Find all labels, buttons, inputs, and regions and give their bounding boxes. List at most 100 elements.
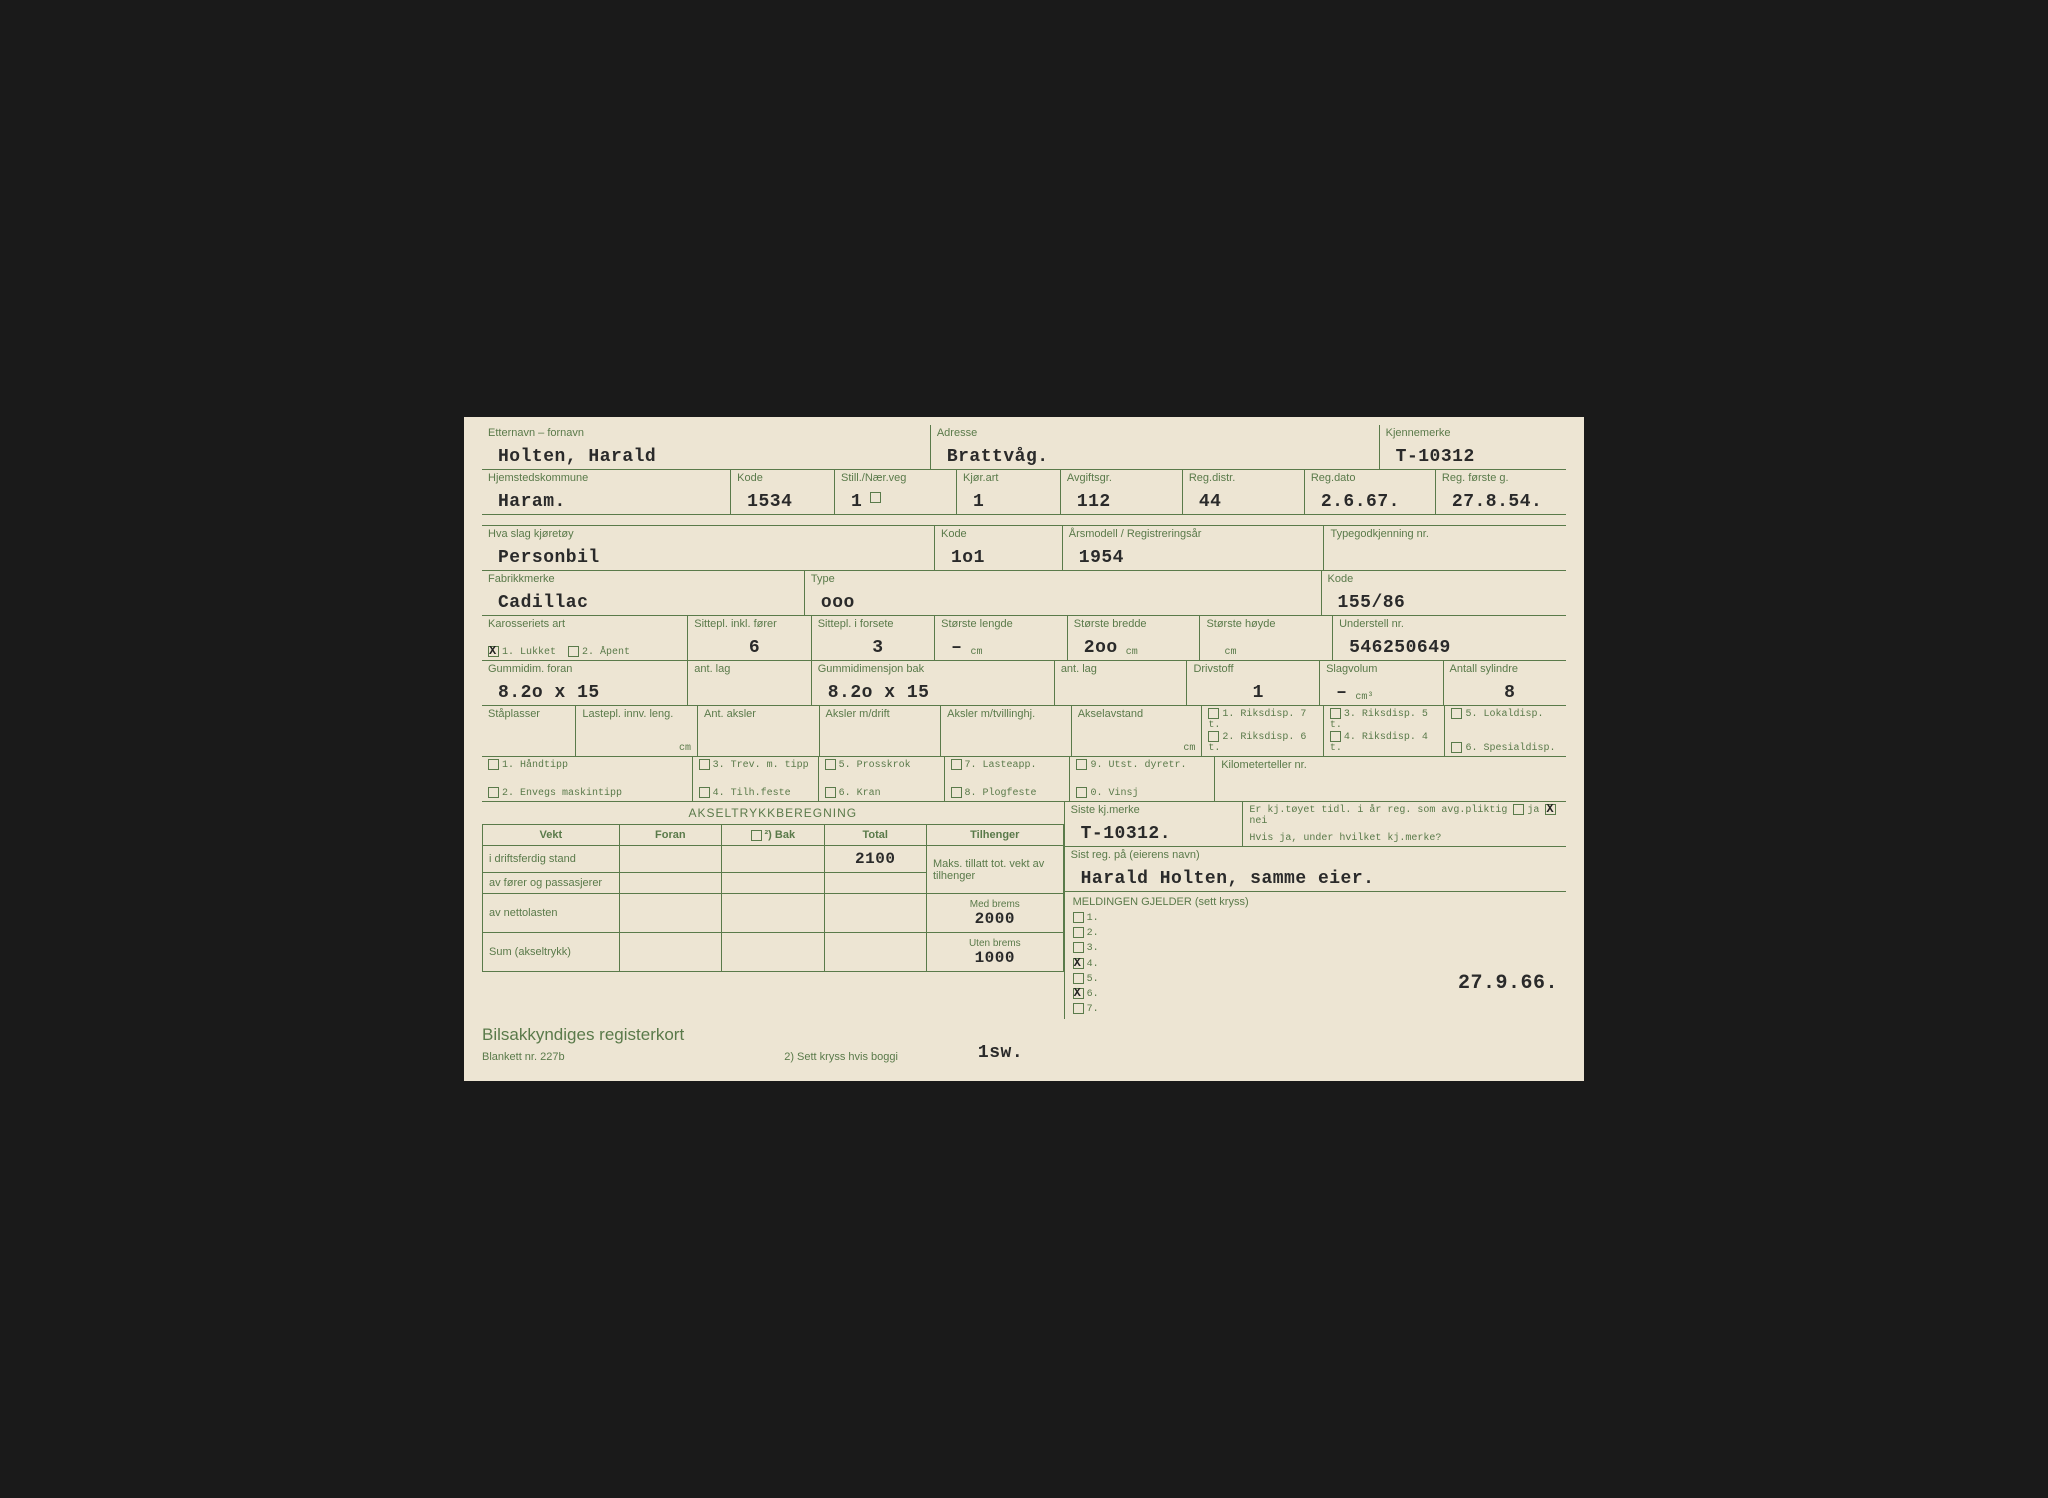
r3-label: av nettolasten [483, 894, 620, 933]
eq2-checkbox [488, 787, 499, 798]
regdistr-label: Reg.distr. [1189, 472, 1298, 484]
m3-checkbox [1073, 942, 1084, 953]
karosseri-label: Karosseriets art [488, 618, 681, 630]
m2-label: 2. [1087, 928, 1099, 939]
bredde-label: Største bredde [1074, 618, 1194, 630]
eq5-checkbox [825, 759, 836, 770]
disp6-label: 6. Spesialdisp. [1465, 743, 1555, 754]
nei-label: nei [1249, 816, 1267, 827]
row-vehicle-type: Hva slag kjøretøy Personbil Kode 1o1 Års… [482, 525, 1566, 571]
drivstoff-value: 1 [1243, 683, 1264, 703]
mark-value: T-10312 [1386, 447, 1475, 467]
sylindre-value: 8 [1494, 683, 1515, 703]
siste-label: Siste kj.merke [1071, 804, 1237, 816]
disp6-checkbox [1451, 742, 1462, 753]
disp4-checkbox [1330, 731, 1341, 742]
typekode-label: Kode [1328, 573, 1560, 585]
row-make: Fabrikkmerke Cadillac Type ooo Kode 155/… [482, 571, 1566, 616]
arsmodell-value: 1954 [1069, 548, 1124, 568]
still-label: Still./Nær.veg [841, 472, 950, 484]
right-date: 27.9.66. [1458, 972, 1558, 995]
header-row: Etternavn – fornavn Holten, Harald Adres… [482, 425, 1566, 470]
disp2-label: 2. Riksdisp. 6 t. [1208, 732, 1306, 754]
regforste-label: Reg. første g. [1442, 472, 1560, 484]
regforste-value: 27.8.54. [1442, 492, 1542, 512]
row-tires: Gummidim. foran 8.2o x 15 ant. lag Gummi… [482, 661, 1566, 706]
aksel-row-3: av nettolasten Med brems2000 [483, 894, 1064, 933]
m1-checkbox [1073, 912, 1084, 923]
kode-value: 1534 [737, 492, 792, 512]
aksel-row-1: i driftsferdig stand 2100 Maks. tillatt … [483, 846, 1064, 873]
address-label: Adresse [937, 427, 1373, 439]
row-equipment: 1. Håndtipp 2. Envegs maskintipp 3. Trev… [482, 757, 1566, 802]
kjorart-label: Kjør.art [963, 472, 1054, 484]
disp3-checkbox [1330, 708, 1341, 719]
antaksler-label: Ant. aksler [704, 708, 813, 720]
eq4-label: 4. Tilh.feste [713, 788, 791, 799]
sittepl-label: Sittepl. inkl. fører [694, 618, 804, 630]
name-label: Etternavn – fornavn [488, 427, 924, 439]
typegodk-label: Typegodkjenning nr. [1330, 528, 1560, 540]
name-value: Holten, Harald [488, 447, 656, 467]
footer-blankett: Blankett nr. 227b [482, 1051, 684, 1063]
disp3-label: 3. Riksdisp. 5 t. [1330, 709, 1428, 731]
r4-label: Sum (akseltrykk) [483, 933, 620, 972]
slagkode-label: Kode [941, 528, 1056, 540]
bak-checkbox [751, 830, 762, 841]
lukket-label: 1. Lukket [502, 647, 556, 658]
slag-label: Hva slag kjøretøy [488, 528, 928, 540]
eq0-checkbox [1076, 787, 1087, 798]
mark-label: Kjennemerke [1386, 427, 1560, 439]
eq4-checkbox [699, 787, 710, 798]
disp5-checkbox [1451, 708, 1462, 719]
utenbrems-label: Uten brems [969, 938, 1021, 949]
sistreg-label: Sist reg. på (eierens navn) [1071, 849, 1560, 861]
m7-checkbox [1073, 1003, 1084, 1014]
medbrems-value: 2000 [975, 910, 1015, 928]
regdistr-value: 44 [1189, 492, 1222, 512]
siste-value: T-10312. [1071, 824, 1171, 844]
avgift-value: 112 [1067, 492, 1111, 512]
disp2-checkbox [1208, 731, 1219, 742]
m1-label: 1. [1087, 913, 1099, 924]
aksel-title: AKSELTRYKKBEREGNING [482, 802, 1064, 824]
m4-label: 4. [1087, 959, 1099, 970]
r2-label: av fører og passasjerer [483, 873, 620, 894]
eq9-checkbox [1076, 759, 1087, 770]
m4-checkbox [1073, 958, 1084, 969]
lukket-checkbox [488, 646, 499, 657]
m6-label: 6. [1087, 989, 1099, 1000]
slagvolum-value: – [1326, 683, 1347, 703]
typekode-value: 155/86 [1328, 593, 1406, 613]
hoyde-label: Største høyde [1206, 618, 1326, 630]
slagkode-value: 1o1 [941, 548, 985, 568]
m7-label: 7. [1087, 1004, 1099, 1015]
utenbrems-value: 1000 [975, 949, 1015, 967]
eq6-checkbox [825, 787, 836, 798]
gummib-label: Gummidimensjon bak [818, 663, 1048, 675]
apent-checkbox [568, 646, 579, 657]
ja-label: ja [1527, 805, 1539, 816]
drivstoff-label: Drivstoff [1193, 663, 1313, 675]
sittepl-value: 6 [739, 638, 760, 658]
h-foran: Foran [619, 825, 721, 846]
understell-label: Understell nr. [1339, 618, 1560, 630]
avgift-label: Avgiftsgr. [1067, 472, 1176, 484]
bredde-value: 2oo [1074, 638, 1118, 658]
type-value: ooo [811, 593, 855, 613]
forsete-value: 3 [862, 638, 883, 658]
m2-checkbox [1073, 927, 1084, 938]
slagvolum-label: Slagvolum [1326, 663, 1436, 675]
gummif-value: 8.2o x 15 [488, 683, 600, 703]
disp4-label: 4. Riksdisp. 4 t. [1330, 732, 1428, 754]
disp1-label: 1. Riksdisp. 7 t. [1208, 709, 1306, 731]
eq7-checkbox [951, 759, 962, 770]
km-label: Kilometerteller nr. [1221, 759, 1560, 771]
gummib-value: 8.2o x 15 [818, 683, 930, 703]
akslerdrift-label: Aksler m/drift [826, 708, 935, 720]
eq1-label: 1. Håndtipp [502, 760, 568, 771]
h-tilhenger: Tilhenger [926, 825, 1063, 846]
fabrikk-label: Fabrikkmerke [488, 573, 798, 585]
kommune-label: Hjemstedskommune [488, 472, 724, 484]
m5-label: 5. [1087, 974, 1099, 985]
